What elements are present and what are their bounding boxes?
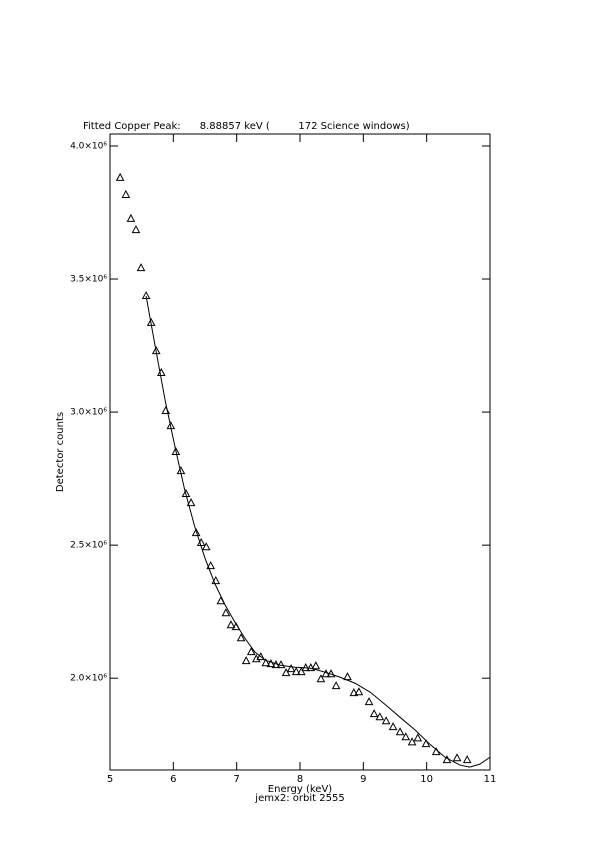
data-point <box>236 633 246 642</box>
data-point <box>316 674 326 683</box>
data-point <box>156 367 166 376</box>
data-point <box>375 712 385 721</box>
x-tick-label: 6 <box>170 774 176 785</box>
chart-title: Fitted Copper Peak: 8.88857 keV ( 172 Sc… <box>83 121 410 132</box>
y-tick-label: 3.5×10⁶ <box>70 275 107 285</box>
data-point <box>131 225 141 234</box>
data-point <box>407 737 417 746</box>
data-point <box>395 727 405 736</box>
data-point <box>246 647 256 656</box>
data-point <box>421 739 431 748</box>
data-point <box>364 697 374 706</box>
data-point <box>311 661 321 670</box>
data-point <box>226 620 236 629</box>
y-axis-label: Detector counts <box>55 412 66 492</box>
data-point <box>286 664 296 673</box>
data-point <box>413 733 423 742</box>
data-point <box>171 446 181 455</box>
x-tick-label: 9 <box>360 774 366 785</box>
data-point <box>126 213 136 222</box>
x-axis-label: Energy (keV) <box>268 784 333 795</box>
data-point <box>121 189 131 198</box>
data-point <box>281 668 291 677</box>
data-point <box>206 561 216 570</box>
data-point <box>276 660 286 669</box>
data-point <box>388 722 398 731</box>
data-point <box>241 656 251 665</box>
data-point <box>331 681 341 690</box>
data-point <box>136 263 146 272</box>
data-point <box>221 608 231 617</box>
y-tick-label: 2.0×10⁶ <box>70 674 107 684</box>
fit-line <box>145 295 491 768</box>
data-point <box>296 667 306 676</box>
y-tick-label: 4.0×10⁶ <box>70 141 107 151</box>
data-point <box>266 659 276 668</box>
data-point <box>291 667 301 676</box>
data-point <box>401 732 411 741</box>
data-point <box>343 672 352 681</box>
data-point <box>462 755 472 764</box>
subtitle: jemx2: orbit 2555 <box>254 793 344 804</box>
y-tick-label: 3.0×10⁶ <box>70 408 107 418</box>
x-tick-label: 8 <box>297 774 303 785</box>
data-point <box>349 688 359 697</box>
data-point <box>369 709 379 718</box>
data-point <box>452 753 462 762</box>
data-point <box>354 687 364 696</box>
data-point <box>186 498 196 507</box>
y-tick-label: 2.5×10⁶ <box>70 541 107 551</box>
data-point <box>261 658 271 667</box>
data-point <box>256 652 266 661</box>
data-point <box>115 172 125 181</box>
data-point <box>381 716 391 725</box>
data-point <box>191 528 201 537</box>
x-tick-label: 11 <box>484 774 497 785</box>
data-point <box>201 542 211 551</box>
x-tick-label: 10 <box>420 774 433 785</box>
x-tick-label: 5 <box>107 774 113 785</box>
x-tick-label: 7 <box>233 774 239 785</box>
